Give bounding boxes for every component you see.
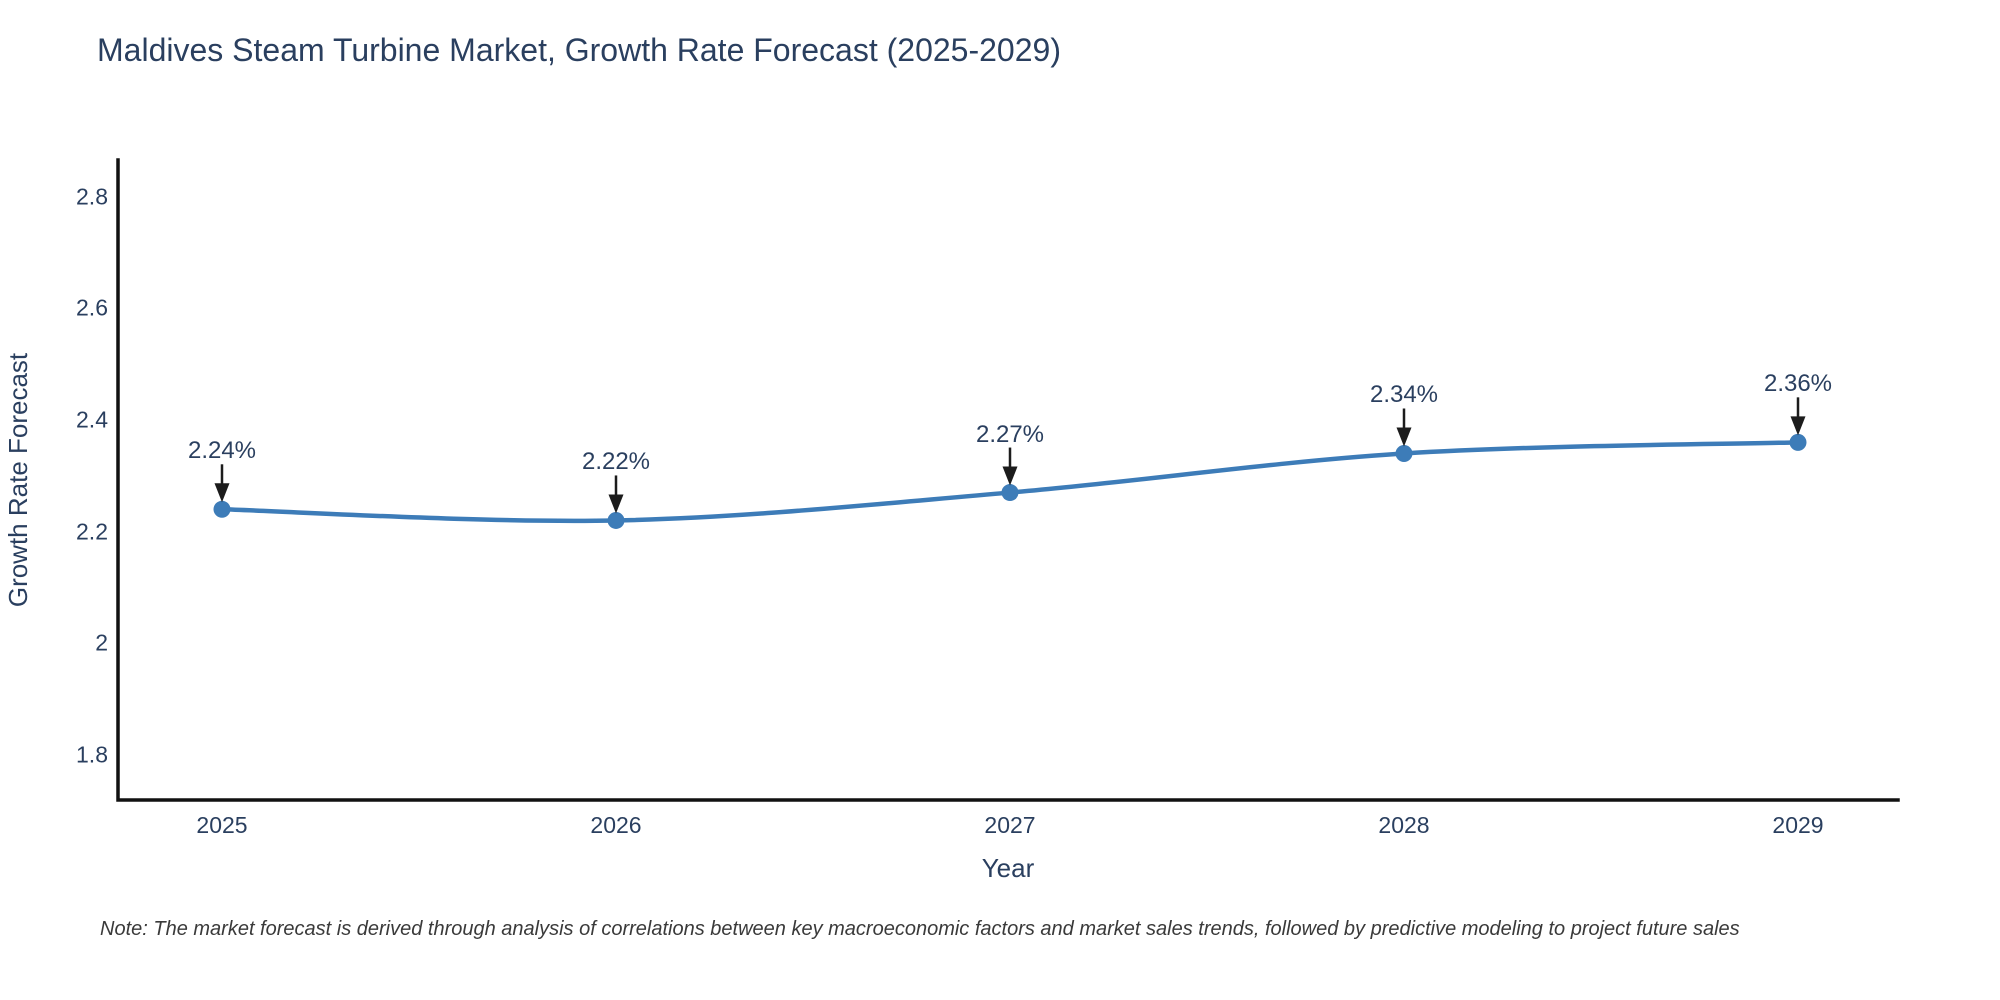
data-point-marker	[1789, 433, 1807, 451]
y-tick-label: 2.4	[76, 406, 108, 433]
y-tick-label: 2	[95, 629, 108, 656]
annotation-arrow-head	[1790, 416, 1806, 436]
footnote: Note: The market forecast is derived thr…	[100, 918, 1740, 940]
annotation-arrow-head	[1002, 466, 1018, 486]
annotation-arrow-head	[214, 483, 230, 503]
data-point-marker	[1001, 484, 1019, 502]
data-point-marker	[213, 500, 231, 518]
y-tick-label: 2.2	[76, 518, 108, 545]
data-point-marker	[607, 511, 625, 529]
data-point-label: 2.27%	[975, 420, 1045, 448]
data-point-label: 2.22%	[581, 448, 651, 476]
data-point-marker	[1395, 444, 1413, 462]
axis-lines	[116, 158, 1900, 802]
x-tick-label: 2026	[590, 812, 642, 838]
y-tick-label: 2.8	[76, 183, 108, 210]
annotation-arrow-head	[608, 494, 624, 514]
x-tick-label: 2025	[196, 812, 248, 838]
x-axis-title: Year	[981, 853, 1035, 883]
data-point-label: 2.36%	[1763, 370, 1833, 398]
chart-title: Maldives Steam Turbine Market, Growth Ra…	[97, 32, 1061, 68]
y-tick-label: 2.6	[76, 294, 108, 321]
data-point-label: 2.34%	[1369, 381, 1439, 409]
x-tick-label: 2028	[1378, 812, 1430, 838]
data-point-label: 2.24%	[187, 437, 257, 465]
y-axis-title: Growth Rate Forecast	[3, 352, 33, 608]
x-tick-label: 2027	[984, 812, 1036, 838]
y-tick-label: 1.8	[76, 741, 108, 768]
annotation-arrow-head	[1396, 427, 1412, 447]
x-tick-label: 2029	[1772, 812, 1824, 838]
